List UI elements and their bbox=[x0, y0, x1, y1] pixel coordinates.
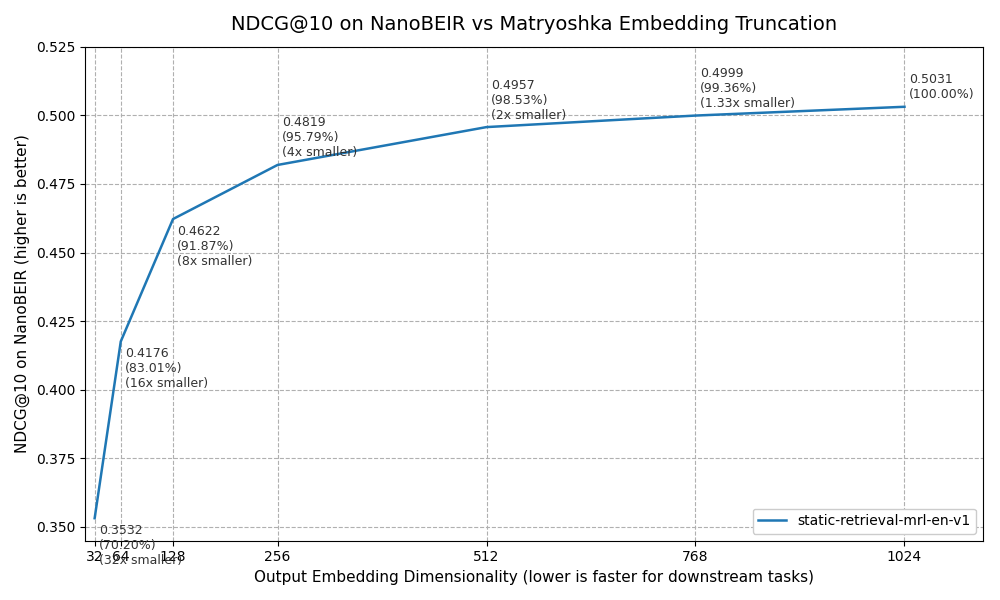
Text: 0.4999
(99.36%)
(1.33x smaller): 0.4999 (99.36%) (1.33x smaller) bbox=[700, 67, 795, 110]
static-retrieval-mrl-en-v1 bbox=[898, 103, 910, 110]
static-retrieval-mrl-en-v1 bbox=[481, 124, 493, 131]
Legend: static-retrieval-mrl-en-v1: static-retrieval-mrl-en-v1 bbox=[753, 509, 976, 534]
static-retrieval-mrl-en-v1 bbox=[89, 515, 101, 522]
static-retrieval-mrl-en-v1 bbox=[115, 338, 127, 345]
Text: 0.4957
(98.53%)
(2x smaller): 0.4957 (98.53%) (2x smaller) bbox=[491, 79, 566, 122]
Text: 0.5031
(100.00%): 0.5031 (100.00%) bbox=[909, 73, 974, 101]
Text: 0.3532
(70.20%)
(32x smaller): 0.3532 (70.20%) (32x smaller) bbox=[99, 524, 182, 567]
static-retrieval-mrl-en-v1 bbox=[689, 112, 701, 119]
static-retrieval-mrl-en-v1 bbox=[167, 215, 179, 223]
Title: NDCG@10 on NanoBEIR vs Matryoshka Embedding Truncation: NDCG@10 on NanoBEIR vs Matryoshka Embedd… bbox=[231, 15, 837, 34]
Text: 0.4622
(91.87%)
(8x smaller): 0.4622 (91.87%) (8x smaller) bbox=[177, 224, 253, 268]
Text: 0.4819
(95.79%)
(4x smaller): 0.4819 (95.79%) (4x smaller) bbox=[282, 116, 357, 160]
static-retrieval-mrl-en-v1 bbox=[272, 161, 284, 169]
X-axis label: Output Embedding Dimensionality (lower is faster for downstream tasks): Output Embedding Dimensionality (lower i… bbox=[254, 570, 814, 585]
Y-axis label: NDCG@10 on NanoBEIR (higher is better): NDCG@10 on NanoBEIR (higher is better) bbox=[15, 134, 30, 453]
Text: 0.4176
(83.01%)
(16x smaller): 0.4176 (83.01%) (16x smaller) bbox=[125, 347, 208, 390]
Line: static-retrieval-mrl-en-v1: static-retrieval-mrl-en-v1 bbox=[95, 107, 904, 518]
